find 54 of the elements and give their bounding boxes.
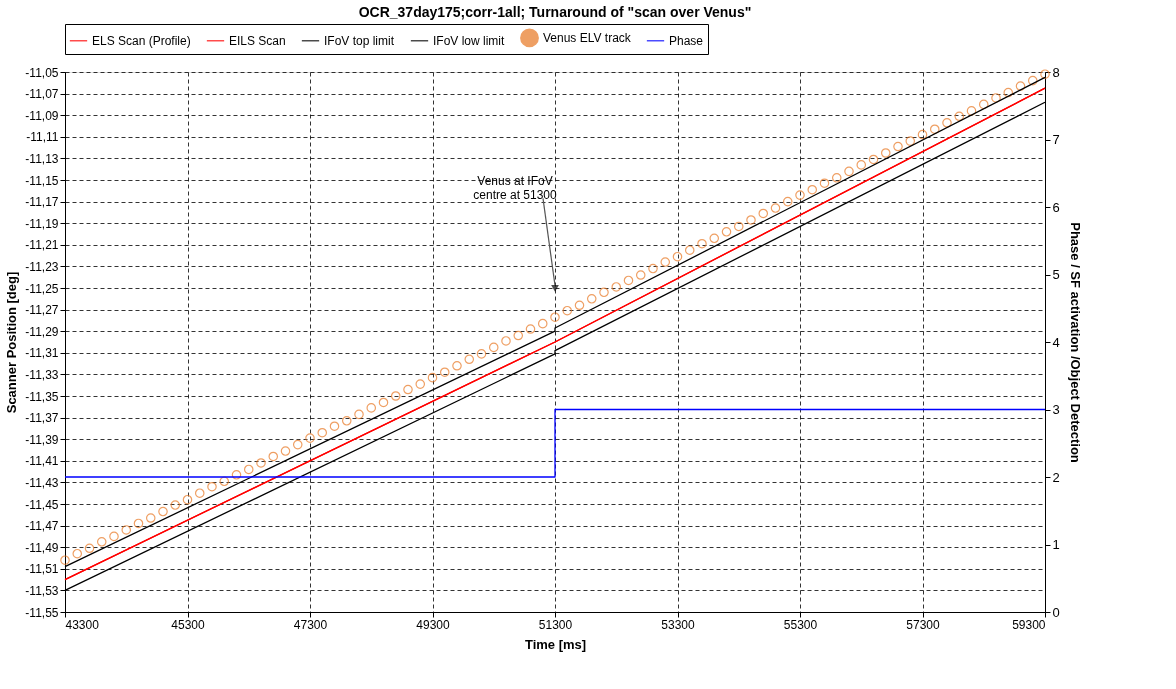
- y-tick-label: -11,09: [25, 108, 59, 123]
- y2-tick-label: 8: [1052, 64, 1060, 80]
- x-tick-label: 43300: [65, 617, 100, 632]
- y-tick-label: -11,33: [25, 367, 59, 382]
- y-axis-title: Scanner Position [deg]: [4, 271, 20, 414]
- y-tick-label: -11,43: [25, 475, 59, 490]
- y-tick-label: -11,55: [25, 605, 59, 620]
- legend-label: Phase: [669, 33, 704, 48]
- y-tick-label: -11,29: [25, 324, 59, 339]
- y2-axis-title: Phase / SF activation /Object Detection: [1067, 222, 1083, 463]
- y2-tick-label: 1: [1052, 537, 1060, 552]
- y-tick-label: -11,49: [25, 540, 59, 555]
- y-tick-label: -11,17: [25, 195, 59, 210]
- y-tick-label: -11,07: [25, 87, 59, 102]
- y-tick-label: -11,27: [25, 303, 59, 318]
- legend-label: ELS Scan (Profile): [92, 33, 191, 48]
- y-tick-label: -11,47: [25, 519, 59, 534]
- y-tick-label: -11,19: [25, 216, 59, 231]
- y-tick-label: -11,39: [25, 432, 59, 447]
- y-tick-label: -11,31: [25, 346, 59, 361]
- y2-tick-label: 2: [1052, 469, 1060, 485]
- chart-title: OCR_37day175;corr-1all; Turnaround of "scan over Venus": [358, 3, 752, 20]
- x-tick-label: 51300: [538, 617, 573, 632]
- x-tick-label: 59300: [1012, 617, 1046, 632]
- y2-tick-label: 6: [1052, 199, 1060, 215]
- legend-label: IFoV top limit: [324, 33, 395, 48]
- y2-tick-label: 5: [1052, 267, 1060, 282]
- y2-tick-label: 4: [1052, 334, 1060, 350]
- y-tick-label: -11,35: [25, 389, 59, 404]
- legend-label: Venus ELV track: [543, 30, 632, 45]
- y-tick-label: -11,15: [25, 173, 59, 188]
- y-tick-label: -11,11: [26, 130, 59, 145]
- x-tick-label: 45300: [171, 617, 206, 632]
- y-tick-label: -11,21: [25, 238, 59, 253]
- y-tick-label: -11,25: [25, 281, 59, 296]
- y2-tick-label: 0: [1052, 604, 1060, 620]
- legend-label: IFoV low limit: [433, 33, 506, 48]
- y-tick-label: -11,13: [25, 151, 59, 166]
- y-tick-label: -11,41: [25, 454, 59, 469]
- y-tick-label: -11,23: [25, 259, 59, 274]
- x-tick-label: 53300: [661, 617, 696, 632]
- x-tick-label: 47300: [293, 617, 328, 632]
- y-tick-label: -11,45: [25, 497, 59, 512]
- x-tick-label: 49300: [416, 617, 451, 632]
- legend-label: EILS Scan: [229, 33, 286, 48]
- y-tick-label: -11,37: [25, 411, 59, 426]
- y-tick-label: -11,05: [25, 65, 59, 80]
- x-axis-title: Time [ms]: [524, 636, 587, 652]
- y-tick-label: -11,53: [25, 583, 59, 598]
- y-tick-label: -11,51: [25, 562, 59, 577]
- y2-tick-label: 7: [1052, 132, 1060, 147]
- y2-tick-label: 3: [1052, 402, 1060, 417]
- x-tick-label: 57300: [906, 617, 941, 632]
- x-tick-label: 55300: [783, 617, 818, 632]
